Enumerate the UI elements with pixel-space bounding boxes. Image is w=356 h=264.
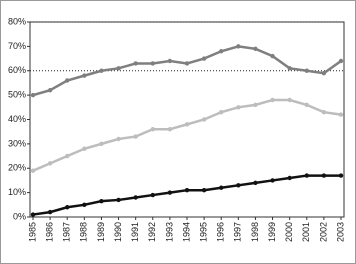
- point: [47, 88, 53, 93]
- point: [304, 102, 309, 108]
- point: [201, 56, 207, 61]
- point: [253, 46, 258, 52]
- point: [184, 122, 190, 127]
- x-tick-label: 1992: [147, 222, 157, 242]
- plot-area: [29, 21, 345, 218]
- point: [65, 153, 70, 159]
- point: [30, 168, 36, 173]
- point: [167, 190, 173, 195]
- x-tick-label: 2001: [301, 222, 311, 242]
- point: [270, 97, 275, 103]
- point: [338, 112, 344, 117]
- point: [236, 105, 241, 110]
- point: [99, 141, 104, 147]
- point: [219, 49, 224, 54]
- y-tick-label: 60%: [8, 65, 26, 75]
- point: [150, 61, 155, 66]
- x-tick-label: 1997: [233, 222, 243, 242]
- y-tick-label: 80%: [8, 16, 26, 26]
- point: [82, 146, 87, 151]
- x-tick-label: 2002: [318, 222, 328, 242]
- point: [201, 117, 207, 122]
- point: [321, 70, 327, 76]
- point: [167, 58, 173, 64]
- y-tick-label: 70%: [8, 41, 26, 51]
- point: [82, 73, 87, 78]
- point: [321, 109, 327, 115]
- point: [99, 68, 104, 73]
- y-tick-label: 30%: [8, 138, 26, 148]
- point: [30, 212, 36, 217]
- y-tick-label: 20%: [8, 163, 26, 173]
- x-tick-label: 1993: [164, 222, 174, 242]
- point: [116, 197, 121, 203]
- point: [338, 173, 344, 178]
- point: [133, 61, 138, 66]
- point: [133, 195, 138, 200]
- point: [116, 136, 121, 142]
- x-tick-label: 1987: [62, 222, 72, 242]
- point: [270, 178, 275, 183]
- y-tick-label: 50%: [8, 90, 26, 100]
- x-tick-label: 1991: [130, 222, 140, 242]
- x-tick-label: 1985: [27, 222, 37, 242]
- point: [287, 175, 292, 181]
- point: [253, 102, 258, 108]
- point: [219, 109, 224, 115]
- point: [304, 173, 309, 178]
- x-tick-label: 2000: [284, 222, 294, 242]
- series-line: [32, 174, 341, 216]
- point: [47, 161, 53, 166]
- x-tick-label: 1990: [113, 222, 123, 242]
- point: [321, 173, 327, 178]
- x-tick-label: 1998: [250, 222, 260, 242]
- point: [287, 66, 292, 71]
- point: [338, 58, 344, 64]
- x-tick-label: 1986: [44, 222, 54, 242]
- x-tick-label: 1994: [181, 222, 191, 242]
- x-tick-label: 1996: [216, 222, 226, 242]
- point: [99, 198, 104, 204]
- x-tick-label: 1989: [96, 222, 106, 242]
- point: [236, 44, 241, 49]
- y-tick-label: 40%: [8, 114, 26, 124]
- point: [47, 209, 53, 215]
- point: [150, 192, 155, 198]
- point: [82, 202, 87, 208]
- x-tick-label: 1988: [79, 222, 89, 242]
- point: [184, 187, 190, 193]
- y-tick-label: 0%: [13, 211, 26, 221]
- point: [65, 205, 70, 210]
- x-tick-label: 1999: [267, 222, 277, 242]
- point: [236, 183, 241, 188]
- point: [270, 53, 275, 59]
- point: [253, 180, 258, 186]
- point: [30, 92, 36, 98]
- point: [133, 134, 138, 139]
- point: [167, 127, 173, 132]
- y-tick-label: 10%: [8, 187, 26, 197]
- x-tick-label: 1995: [198, 222, 208, 242]
- point: [201, 187, 207, 193]
- point: [219, 185, 224, 190]
- point: [184, 61, 190, 66]
- series-line: [32, 98, 342, 172]
- point: [116, 66, 121, 71]
- x-tick-label: 2003: [335, 222, 345, 242]
- point: [287, 97, 292, 103]
- point: [65, 78, 70, 83]
- point: [304, 68, 309, 73]
- point: [150, 127, 155, 132]
